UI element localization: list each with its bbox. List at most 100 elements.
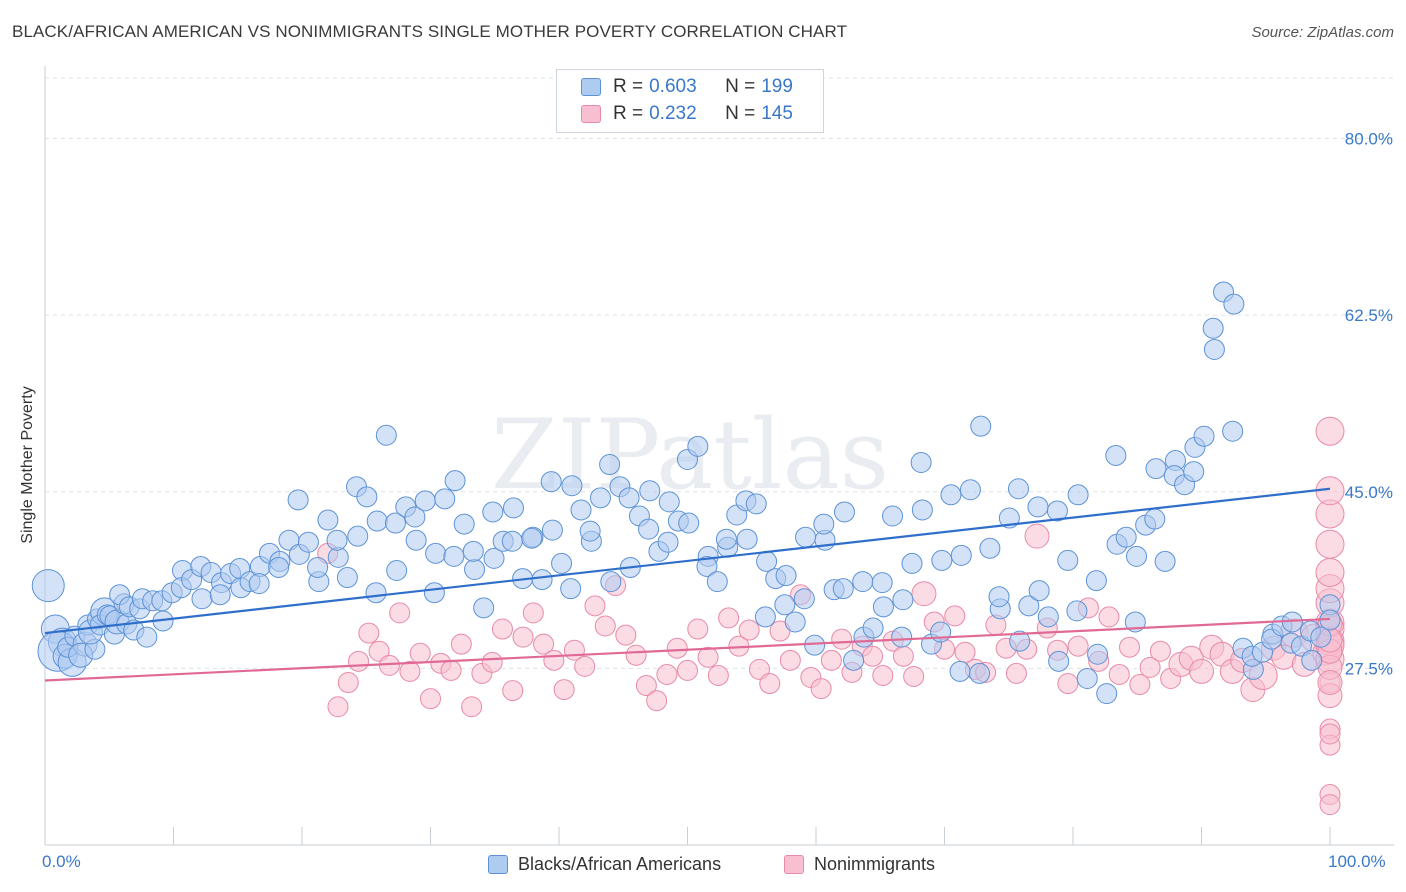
nonimmigrants-point bbox=[646, 690, 668, 712]
blacks-point bbox=[1076, 667, 1098, 689]
blacks-point bbox=[570, 499, 592, 521]
bottom-legend-blacks: Blacks/African Americans bbox=[488, 852, 721, 876]
source-label: Source: ZipAtlas.com bbox=[1251, 24, 1394, 41]
blacks-point bbox=[1222, 420, 1244, 442]
blacks-point bbox=[843, 649, 865, 671]
blacks-point bbox=[540, 471, 562, 493]
nonimmigrants-point bbox=[707, 664, 729, 686]
nonimmigrants-point bbox=[903, 665, 925, 687]
blacks-point bbox=[326, 529, 348, 551]
legend-r-value: 0.603 bbox=[649, 76, 697, 97]
blacks-point bbox=[988, 586, 1010, 608]
blacks-point bbox=[715, 528, 737, 550]
nonimmigrants-point bbox=[337, 672, 359, 694]
blacks-point bbox=[940, 484, 962, 506]
x-tick-label-max: 100.0% bbox=[1328, 852, 1386, 871]
blacks-point bbox=[462, 540, 484, 562]
nonimmigrants-point bbox=[1098, 606, 1120, 628]
blacks-point bbox=[1066, 600, 1088, 622]
blacks-point bbox=[706, 571, 728, 593]
nonimmigrants-point bbox=[584, 595, 606, 617]
nonimmigrants-point bbox=[1317, 670, 1343, 696]
blacks-point bbox=[618, 487, 640, 509]
blacks-point bbox=[1301, 649, 1323, 671]
blacks-point bbox=[658, 491, 680, 513]
blacks-point bbox=[678, 512, 700, 534]
nonimmigrants-point bbox=[911, 581, 937, 607]
blacks-point bbox=[979, 537, 1001, 559]
bottom-legend-swatch-pink bbox=[784, 854, 804, 874]
nonimmigrants-point bbox=[820, 649, 842, 671]
nonimmigrants-point bbox=[697, 646, 719, 668]
blacks-point bbox=[1057, 549, 1079, 571]
blacks-point bbox=[1027, 496, 1049, 518]
legend-swatch-blue bbox=[581, 78, 601, 96]
blacks-point bbox=[482, 501, 504, 523]
nonimmigrants-point bbox=[502, 680, 524, 702]
blacks-point bbox=[1115, 526, 1137, 548]
nonimmigrants-point bbox=[1319, 794, 1341, 816]
nonimmigrants-point bbox=[1129, 674, 1151, 696]
nonimmigrants-point bbox=[862, 645, 884, 667]
blacks-point bbox=[795, 526, 817, 548]
axis-layer bbox=[44, 66, 1394, 846]
blacks-point bbox=[949, 660, 971, 682]
nonimmigrants-point bbox=[748, 658, 770, 680]
blacks-point bbox=[970, 415, 992, 437]
blacks-point bbox=[307, 556, 329, 578]
blacks-point bbox=[1203, 338, 1225, 360]
blacks-point bbox=[911, 499, 933, 521]
blacks-point bbox=[1048, 650, 1070, 672]
blacks-point bbox=[347, 525, 369, 547]
blacks-point bbox=[365, 582, 387, 604]
blacks-point bbox=[1009, 630, 1031, 652]
blacks-point bbox=[464, 558, 486, 580]
nonimmigrants-point bbox=[574, 655, 596, 677]
nonimmigrants-point bbox=[810, 678, 832, 700]
blacks-point bbox=[696, 555, 718, 577]
blacks-point bbox=[423, 582, 445, 604]
blacks-point bbox=[833, 501, 855, 523]
blacks-point bbox=[804, 634, 826, 656]
y-tick-labels: 27.5% 45.0% 62.5% 80.0% bbox=[1345, 130, 1393, 679]
nonimmigrants-point bbox=[1005, 662, 1027, 684]
blacks-point bbox=[268, 556, 290, 578]
nonimmigrants-point bbox=[635, 675, 657, 697]
blacks-point bbox=[1087, 643, 1109, 665]
blacks-point bbox=[1310, 626, 1332, 648]
blacks-point bbox=[551, 552, 573, 574]
blacks-point bbox=[910, 452, 932, 474]
nonimmigrants-point bbox=[368, 640, 390, 662]
blacks-point bbox=[483, 547, 505, 569]
nonimmigrants-point bbox=[718, 607, 740, 629]
nonimmigrants-point bbox=[687, 618, 709, 640]
nonimmigrants-point bbox=[594, 615, 616, 637]
nonimmigrants-point bbox=[327, 696, 349, 718]
x-tick-label-min: 0.0% bbox=[42, 852, 81, 871]
blacks-point bbox=[892, 589, 914, 611]
y-tick-label: 80.0% bbox=[1345, 130, 1393, 149]
blacks-point bbox=[687, 435, 709, 457]
blacks-point bbox=[336, 567, 358, 589]
blacks-point bbox=[287, 489, 309, 511]
blacks-point bbox=[657, 531, 679, 553]
blacks-point bbox=[736, 528, 758, 550]
nonimmigrants-point bbox=[348, 650, 370, 672]
blacks-point bbox=[1067, 484, 1089, 506]
blacks-point bbox=[1105, 444, 1127, 466]
blacks-point bbox=[862, 617, 884, 639]
blacks-point bbox=[384, 512, 406, 534]
blacks-point bbox=[473, 597, 495, 619]
bottom-legend-swatch-blue bbox=[488, 854, 508, 874]
nonimmigrants-point bbox=[625, 644, 647, 666]
blacks-point bbox=[1144, 508, 1166, 530]
trend-layer bbox=[44, 487, 1331, 682]
nonimmigrants-point bbox=[954, 641, 976, 663]
nonimmigrants-point bbox=[1319, 723, 1341, 745]
blacks-point bbox=[1007, 478, 1029, 500]
nonimmigrants-point bbox=[1108, 663, 1130, 685]
nonimmigrants-point bbox=[358, 622, 380, 644]
blacks-point bbox=[404, 506, 426, 528]
nonimmigrants-point bbox=[450, 633, 472, 655]
blacks-point bbox=[1145, 458, 1167, 480]
